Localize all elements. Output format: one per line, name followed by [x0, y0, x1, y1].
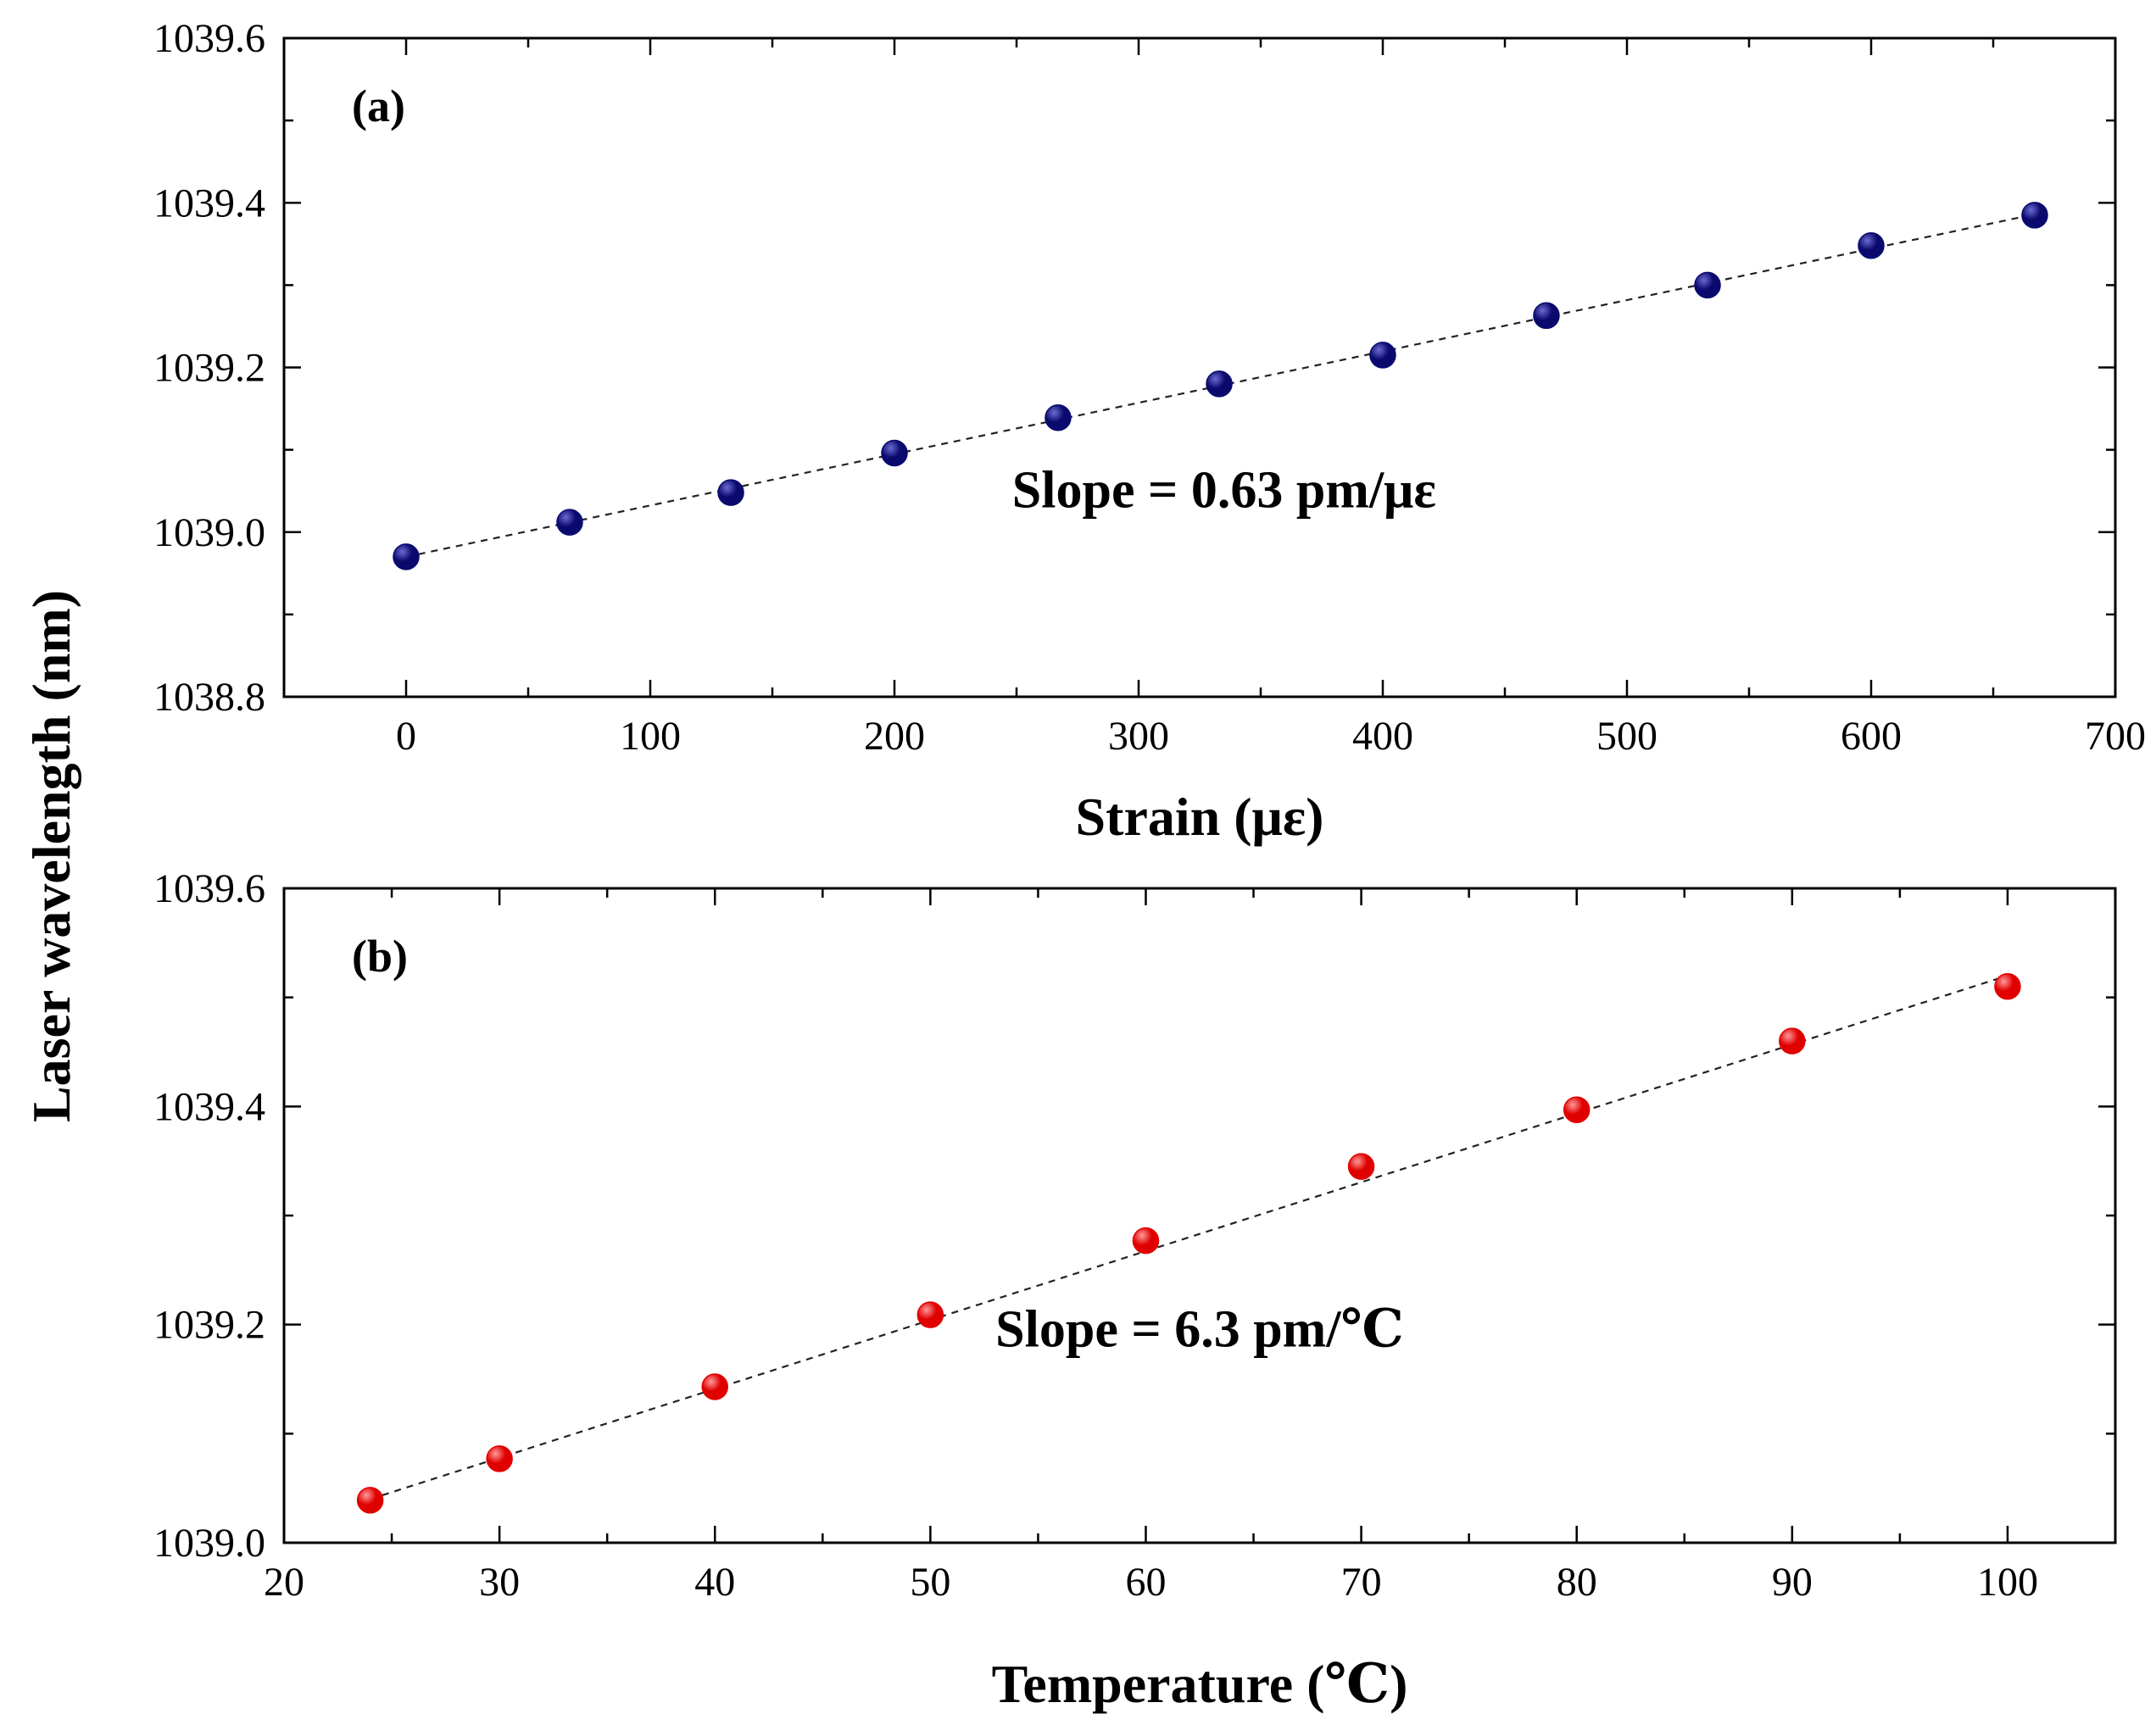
x-tick-label: 500 [1596, 714, 1657, 759]
x-axis-title: Temperature (℃) [992, 1654, 1408, 1714]
panel-label: (b) [352, 931, 408, 982]
y-tick-label: 1039.0 [153, 1521, 265, 1566]
data-point [717, 479, 744, 506]
data-point [356, 1487, 384, 1514]
y-tick-label: 1039.4 [153, 181, 265, 225]
y-tick-label: 1039.6 [153, 16, 265, 61]
x-tick-label: 700 [2085, 714, 2146, 759]
data-point [1369, 342, 1396, 369]
y-tick-label: 1039.4 [153, 1084, 265, 1129]
y-tick-label: 1039.6 [153, 866, 265, 911]
shared-y-axis-title: Laser wavelength (nm) [21, 590, 81, 1122]
data-point [393, 543, 420, 570]
data-point [916, 1301, 944, 1328]
y-tick-label: 1039.0 [153, 510, 265, 555]
x-tick-label: 40 [694, 1560, 735, 1605]
panel-label: (a) [352, 81, 405, 131]
data-point [556, 509, 583, 536]
slope-annotation: Slope = 6.3 pm/℃ [995, 1300, 1404, 1358]
x-tick-label: 70 [1341, 1560, 1382, 1605]
x-tick-label: 60 [1125, 1560, 1166, 1605]
y-tick-label: 1039.2 [153, 346, 265, 391]
x-tick-label: 90 [1772, 1560, 1813, 1605]
data-point [1132, 1227, 1160, 1255]
data-point [486, 1445, 513, 1472]
x-tick-label: 200 [864, 714, 925, 759]
x-tick-label: 100 [620, 714, 681, 759]
x-axis-title: Strain (με) [1076, 787, 1324, 847]
y-tick-label: 1039.2 [153, 1303, 265, 1348]
x-tick-label: 100 [1977, 1560, 2038, 1605]
x-tick-label: 50 [910, 1560, 950, 1605]
data-point [1694, 271, 1721, 299]
panel-b-temperature-plot: 20 30 40 50 60 70 80 90 100 1039.0 1039.2 1039.4 103… [153, 866, 2117, 1714]
slope-annotation: Slope = 0.63 pm/με [1012, 462, 1436, 520]
data-point [2021, 202, 2048, 229]
data-point [1563, 1096, 1591, 1123]
data-point [881, 439, 908, 467]
x-tick-label: 20 [264, 1560, 304, 1605]
panel-a-strain-plot: 0 100 200 300 400 500 600 700 1038.8 1039.0 1039.2… [153, 16, 2146, 847]
plot-frame [282, 36, 2117, 698]
data-point [1779, 1027, 1806, 1054]
data-point [1347, 1153, 1375, 1180]
x-tick-label: 30 [479, 1560, 520, 1605]
data-point [1045, 403, 1072, 431]
x-tick-label: 80 [1557, 1560, 1597, 1605]
data-point [1206, 370, 1233, 398]
x-tick-label: 300 [1108, 714, 1169, 759]
data-point [1994, 973, 2021, 1000]
x-tick-label: 0 [396, 714, 416, 759]
x-tick-label: 400 [1352, 714, 1413, 759]
plot-frame [282, 887, 2117, 1544]
data-point [1858, 232, 1885, 259]
data-point [701, 1373, 728, 1400]
data-point [1533, 302, 1560, 330]
y-tick-label: 1038.8 [153, 675, 265, 720]
x-tick-label: 600 [1841, 714, 1902, 759]
linear-fit-line [370, 974, 2008, 1500]
